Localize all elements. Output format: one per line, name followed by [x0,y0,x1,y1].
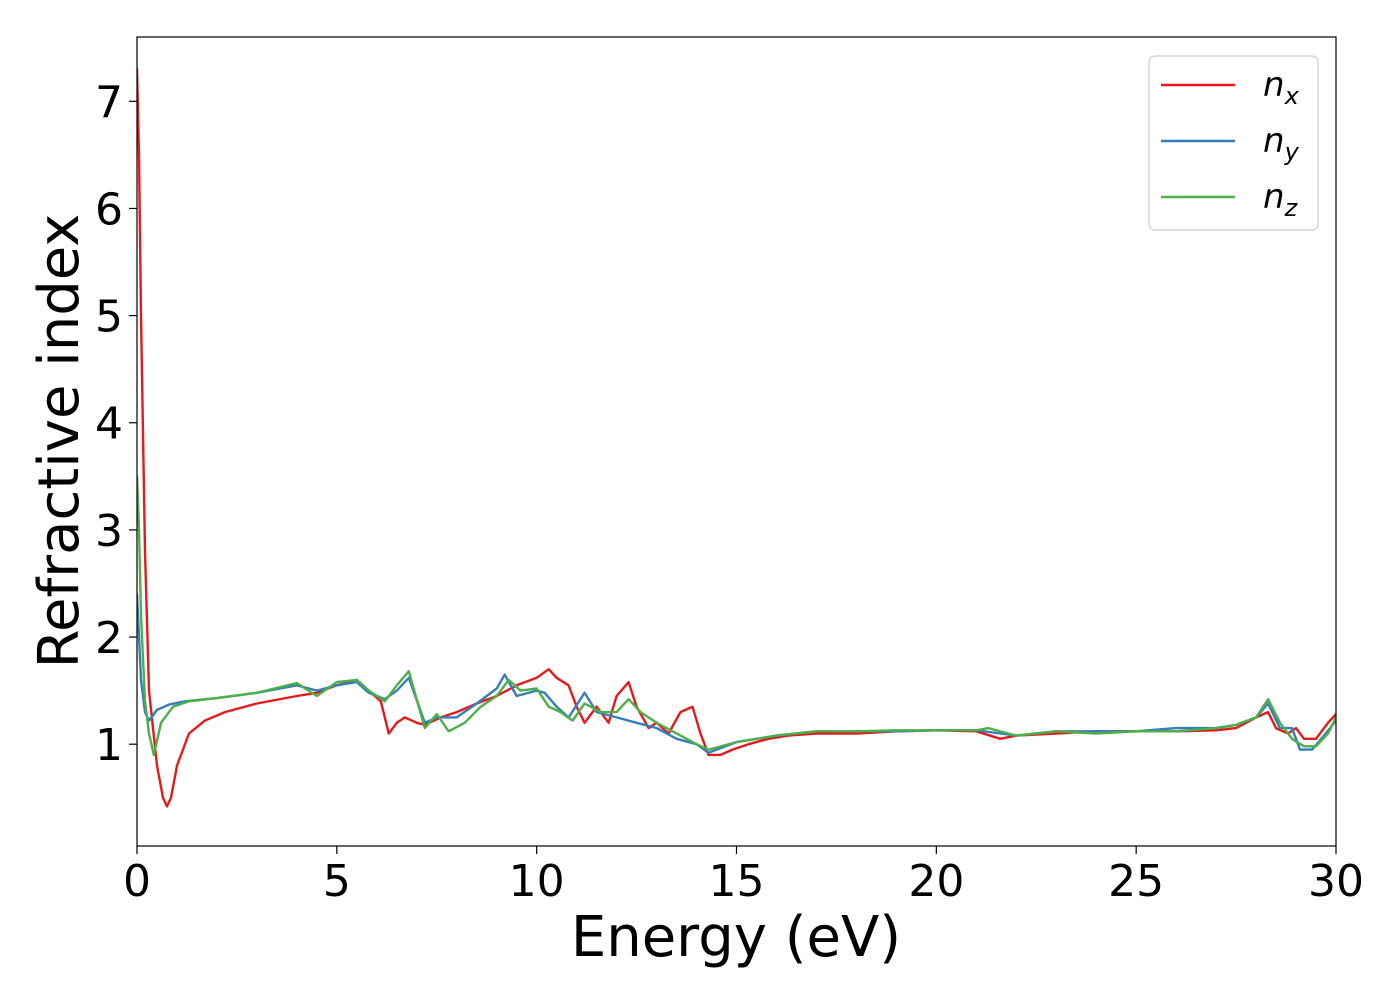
legend-label-x: nx [1263,65,1300,110]
x-axis-label: Energy (eV) [571,905,901,970]
x-tick-label: 5 [323,856,351,907]
legend-label-y: ny [1263,121,1300,166]
x-tick-label: 10 [509,856,565,907]
series-line-n-z [137,475,1336,757]
series-line-n-y [137,593,1336,754]
legend: nx ny nz [1148,55,1319,231]
x-tick-label: 25 [1108,856,1164,907]
y-tick-label: 2 [95,613,123,664]
x-tick-label: 0 [123,856,151,907]
y-tick-label: 5 [95,292,123,343]
y-axis-label: Refractive index [27,214,92,669]
x-tick-label: 15 [709,856,765,907]
y-tick-label: 6 [95,184,123,235]
x-tick-label: 30 [1308,856,1364,907]
x-tick-label: 20 [908,856,964,907]
y-tick-label: 1 [95,720,123,771]
y-tick-label: 7 [95,77,123,128]
y-axis: 1 2 3 4 5 6 7 [95,77,137,771]
series-layer [137,67,1336,808]
y-tick-label: 4 [95,399,123,450]
legend-label-z: nz [1263,177,1299,222]
legend-box [1148,55,1319,231]
x-axis: 0 5 10 15 20 25 30 [123,846,1364,907]
y-tick-label: 3 [95,506,123,557]
